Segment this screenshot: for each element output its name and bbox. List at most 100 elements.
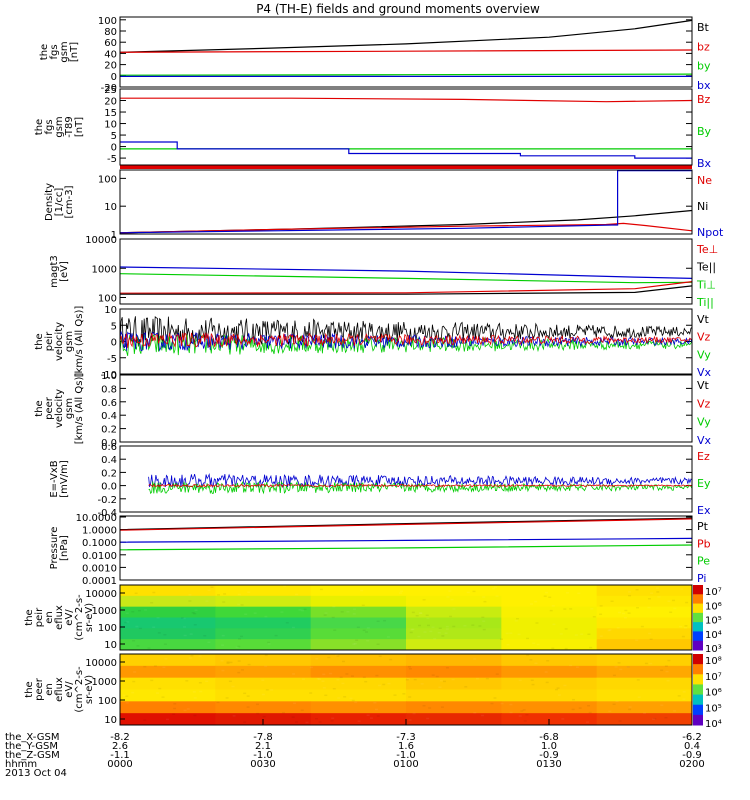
x-tick-label: -7.8 (253, 732, 273, 743)
heatmap-texture (147, 647, 151, 649)
y-axis-label: [eV] (59, 261, 70, 282)
heatmap-texture (366, 639, 370, 642)
heatmap-texture (364, 680, 368, 683)
heatmap-texture (237, 671, 241, 674)
heatmap-texture (264, 654, 268, 657)
heatmap-texture (650, 592, 654, 594)
heatmap-texture (590, 608, 594, 610)
heatmap-texture (144, 609, 148, 611)
heatmap-texture (199, 690, 203, 693)
heatmap-texture (437, 632, 441, 634)
heatmap-texture (295, 721, 299, 723)
heatmap-texture (545, 591, 549, 594)
x-tick-label: -0.9 (539, 750, 559, 761)
x-tick-label: 0100 (393, 759, 418, 770)
heatmap-cell (406, 713, 502, 726)
heatmap-texture (357, 720, 361, 722)
heatmap-texture (246, 706, 250, 708)
series-blue (148, 472, 693, 489)
heatmap-texture (612, 703, 616, 706)
heatmap-texture (138, 627, 142, 630)
heatmap-texture (134, 592, 138, 595)
y-tick-label: 10000 (85, 658, 117, 669)
heatmap-texture (585, 721, 589, 723)
heatmap-texture (478, 625, 482, 627)
heatmap-texture (564, 628, 568, 630)
heatmap-texture (636, 679, 640, 681)
heatmap-texture (529, 659, 533, 661)
y-tick-label: 10 (104, 305, 117, 316)
x-tick-label: 0200 (679, 759, 704, 770)
heatmap-texture (531, 683, 535, 686)
heatmap-texture (681, 635, 685, 638)
heatmap-texture (361, 604, 365, 607)
heatmap-cell (501, 617, 598, 629)
y-tick-label: 10000 (85, 235, 117, 246)
heatmap-texture (321, 680, 325, 682)
legend-label: Te|| (696, 261, 716, 274)
heatmap-cell (501, 606, 598, 618)
heatmap-texture (198, 655, 202, 657)
panel-frame (119, 16, 693, 88)
legend-label: bz (697, 40, 710, 53)
panel-frame (119, 374, 693, 443)
heatmap-texture (333, 629, 337, 631)
heatmap-texture (189, 633, 193, 635)
heatmap-texture (635, 639, 639, 642)
x-tick-label: 2.6 (112, 741, 128, 752)
panel-frame (119, 88, 693, 166)
heatmap-texture (438, 627, 442, 630)
legend-label: Bx (697, 157, 712, 170)
heatmap-texture (485, 677, 489, 680)
y-axis-label: velocity (54, 322, 65, 361)
heatmap-texture (669, 611, 673, 614)
x-tick-label: 1.6 (398, 741, 414, 752)
heatmap-cell (501, 677, 598, 690)
series-blue (119, 330, 693, 352)
heatmap-texture (188, 657, 192, 659)
heatmap-texture (520, 710, 524, 712)
heatmap-texture (640, 625, 644, 628)
heatmap-texture (369, 717, 373, 719)
y-tick-label: 10.0000 (76, 513, 117, 524)
heatmap-cell (310, 713, 407, 726)
heatmap-cell (596, 665, 693, 679)
heatmap-texture (429, 630, 433, 633)
heatmap-texture (349, 697, 353, 700)
heatmap-cell (406, 701, 502, 714)
y-tick-label: 0.2 (101, 468, 117, 479)
heatmap-texture (324, 694, 328, 697)
heatmap-cell (120, 595, 216, 608)
panel-frame (119, 238, 693, 305)
heatmap-texture (198, 682, 202, 684)
heatmap-texture (673, 710, 677, 712)
heatmap-texture (137, 609, 141, 612)
heatmap-texture (332, 687, 336, 690)
legend-label: Npot (697, 226, 724, 239)
legend-label: by (697, 60, 711, 73)
heatmap-cell (406, 617, 502, 629)
panel-frame (119, 515, 693, 581)
series-black (119, 19, 693, 53)
series-red (119, 518, 693, 531)
heatmap-texture (588, 711, 592, 714)
heatmap-texture (672, 599, 676, 602)
x-tick-label: -6.2 (682, 732, 702, 743)
y-axis-label: en (44, 611, 55, 624)
heatmap-cell (501, 654, 598, 667)
heatmap-texture (366, 714, 370, 717)
x-tick-label: 1.0 (541, 741, 557, 752)
legend-label: Bz (697, 93, 711, 106)
heatmap-texture (667, 659, 671, 662)
legend-label: Vx (697, 434, 712, 447)
heatmap-texture (677, 695, 681, 697)
heatmap-texture (451, 678, 455, 681)
heatmap-texture (647, 598, 651, 600)
x-tick-label: -8.2 (110, 732, 130, 743)
heatmap-texture (635, 589, 639, 591)
heatmap-texture (514, 620, 518, 622)
y-axis-label: the (24, 609, 35, 625)
heatmap-texture (433, 637, 437, 640)
series-green (119, 73, 693, 76)
